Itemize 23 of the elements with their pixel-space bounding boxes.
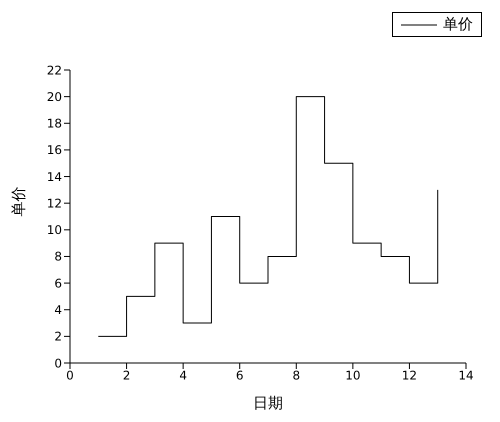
x-tick-label: 14	[458, 368, 474, 383]
y-tick-label: 12	[46, 196, 62, 210]
x-tick-label: 6	[236, 368, 244, 383]
y-tick-label: 18	[46, 116, 62, 131]
y-tick-label: 6	[54, 276, 62, 290]
y-tick-label: 14	[46, 170, 62, 184]
legend-label: 单价	[443, 15, 473, 34]
y-tick-label: 22	[46, 63, 62, 78]
y-tick-label: 16	[46, 143, 62, 158]
x-tick-label: 12	[402, 368, 418, 383]
y-tick-label: 8	[54, 250, 62, 264]
y-tick-label: 10	[46, 223, 62, 238]
y-axis-title: 单价	[9, 186, 28, 216]
x-tick-label: 8	[292, 368, 300, 383]
x-tick-label: 2	[122, 368, 130, 383]
x-tick-label: 10	[345, 368, 360, 383]
y-tick-label: 2	[54, 330, 62, 344]
y-tick-label: 0	[54, 356, 62, 370]
y-tick-label: 20	[46, 90, 62, 104]
x-tick-label: 4	[179, 368, 187, 383]
x-tick-label: 0	[66, 368, 74, 383]
y-tick-label: 4	[54, 302, 62, 317]
x-axis-title: 日期	[253, 394, 283, 412]
